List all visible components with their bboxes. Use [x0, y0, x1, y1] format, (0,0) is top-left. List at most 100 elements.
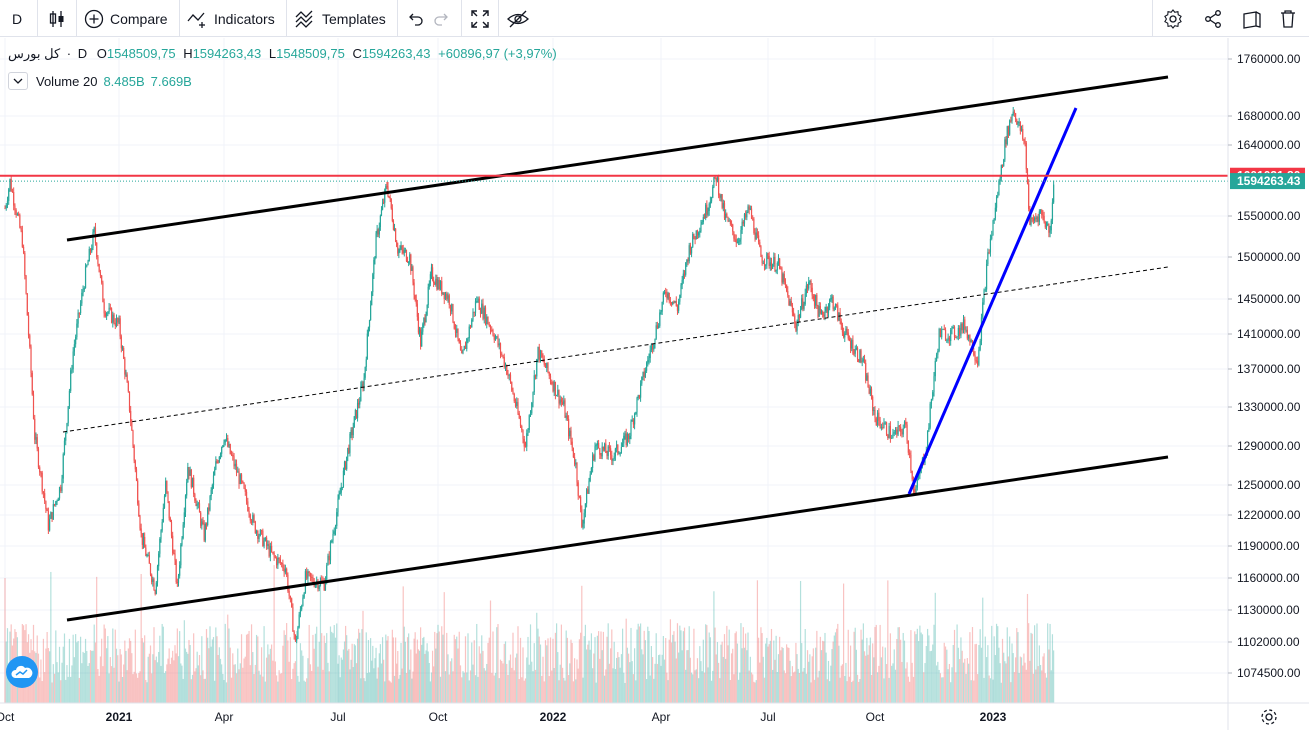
volume-bar	[1018, 673, 1020, 703]
candle-body	[230, 453, 233, 456]
templates-button[interactable]: Templates	[294, 0, 386, 37]
candle-body	[353, 416, 355, 428]
volume-bar	[725, 658, 727, 703]
candle-body	[578, 495, 580, 497]
volume-bar	[223, 680, 225, 703]
candle-body	[26, 293, 28, 316]
candle-body	[66, 423, 68, 433]
candle-body	[896, 429, 898, 435]
candle-body	[55, 501, 57, 506]
candle-body	[768, 255, 770, 267]
volume-bar	[56, 662, 58, 703]
fullscreen-button[interactable]	[470, 0, 490, 37]
volume-bar	[265, 657, 268, 703]
volume-bar	[715, 654, 717, 703]
redo-button[interactable]	[432, 0, 452, 37]
volume-bar	[207, 637, 209, 703]
tradingview-logo[interactable]	[6, 656, 38, 688]
volume-bar	[291, 679, 293, 703]
candle-body	[756, 232, 759, 236]
candle-body	[661, 302, 663, 312]
candle-body	[209, 496, 211, 510]
chart-type-button[interactable]	[46, 0, 68, 37]
volume-bar	[372, 645, 374, 703]
candle-body	[773, 256, 775, 265]
volume-bar	[780, 650, 782, 703]
candle-body	[811, 287, 813, 296]
candle-body	[170, 521, 173, 536]
candle-body	[363, 377, 365, 389]
volume-bar	[154, 660, 156, 703]
candle-body	[941, 329, 943, 338]
candle-body	[429, 274, 431, 284]
candle-body	[911, 470, 913, 480]
candle-body	[11, 191, 14, 193]
volume-bar	[605, 669, 607, 703]
volume-bar	[692, 674, 694, 703]
price-tick-label: 1290000.00	[1237, 439, 1301, 453]
symbol-name[interactable]: کل بورس	[8, 46, 61, 61]
volume-bar	[209, 626, 211, 703]
undo-button[interactable]	[405, 0, 425, 37]
candle-body	[511, 381, 513, 391]
candle-body	[418, 329, 421, 333]
candle-body	[414, 295, 416, 300]
settings-button[interactable]	[1162, 0, 1184, 37]
volume-bar	[844, 676, 846, 703]
volume-bar	[410, 649, 412, 703]
compare-button[interactable]: Compare	[84, 0, 168, 37]
volume-bar	[77, 640, 79, 703]
candle-body	[822, 311, 824, 315]
candle-body	[915, 487, 917, 495]
candle-body	[997, 195, 999, 198]
volume-bar	[375, 647, 377, 703]
candle-body	[45, 501, 47, 510]
volume-bar	[454, 639, 457, 703]
axis-settings-button[interactable]	[1258, 706, 1280, 728]
hide-drawings-button[interactable]	[506, 0, 530, 37]
volume-bar	[441, 626, 443, 703]
candle-body	[282, 563, 284, 569]
volume-bar	[425, 650, 427, 703]
volume-bar	[830, 665, 832, 703]
candle-body	[808, 281, 810, 289]
indicators-button[interactable]: Indicators	[186, 0, 275, 37]
volume-bar	[565, 630, 567, 703]
candle-body	[117, 317, 119, 323]
candle-body	[376, 229, 378, 234]
snapshot-button[interactable]	[1241, 0, 1263, 37]
candle-body	[734, 238, 736, 240]
volume-bar	[852, 680, 854, 703]
volume-bar	[589, 649, 591, 703]
candle-body	[907, 440, 909, 453]
candle-body	[36, 437, 38, 449]
candle-body	[987, 252, 989, 265]
candle-body	[459, 343, 462, 351]
candle-body	[102, 282, 104, 303]
candle-body	[601, 446, 603, 457]
volume-bar	[727, 645, 729, 703]
volume-bar	[427, 651, 429, 703]
candle-body	[420, 329, 422, 347]
share-button[interactable]	[1203, 0, 1223, 37]
volume-bar	[923, 672, 925, 703]
candle-body	[79, 303, 82, 314]
volume-bar	[1038, 645, 1040, 703]
price-chart[interactable]: 1760000.001680000.001640000.001550000.00…	[0, 37, 1309, 730]
interval-button[interactable]: D	[12, 0, 22, 37]
volume-bar	[796, 654, 798, 703]
volume-bar	[897, 627, 899, 703]
delete-button[interactable]	[1279, 0, 1297, 37]
candle-body	[401, 246, 403, 250]
volume-bar	[193, 633, 195, 703]
collapse-legend-button[interactable]	[8, 72, 28, 90]
volume-bar	[225, 682, 228, 703]
volume-bar	[539, 644, 542, 703]
volume-bar	[699, 646, 701, 703]
candle-body	[494, 337, 497, 340]
volume-bar	[324, 642, 327, 703]
candle-body	[235, 463, 238, 473]
volume-bar	[314, 633, 317, 703]
volume-bar	[546, 645, 548, 703]
candle-body	[5, 205, 7, 209]
